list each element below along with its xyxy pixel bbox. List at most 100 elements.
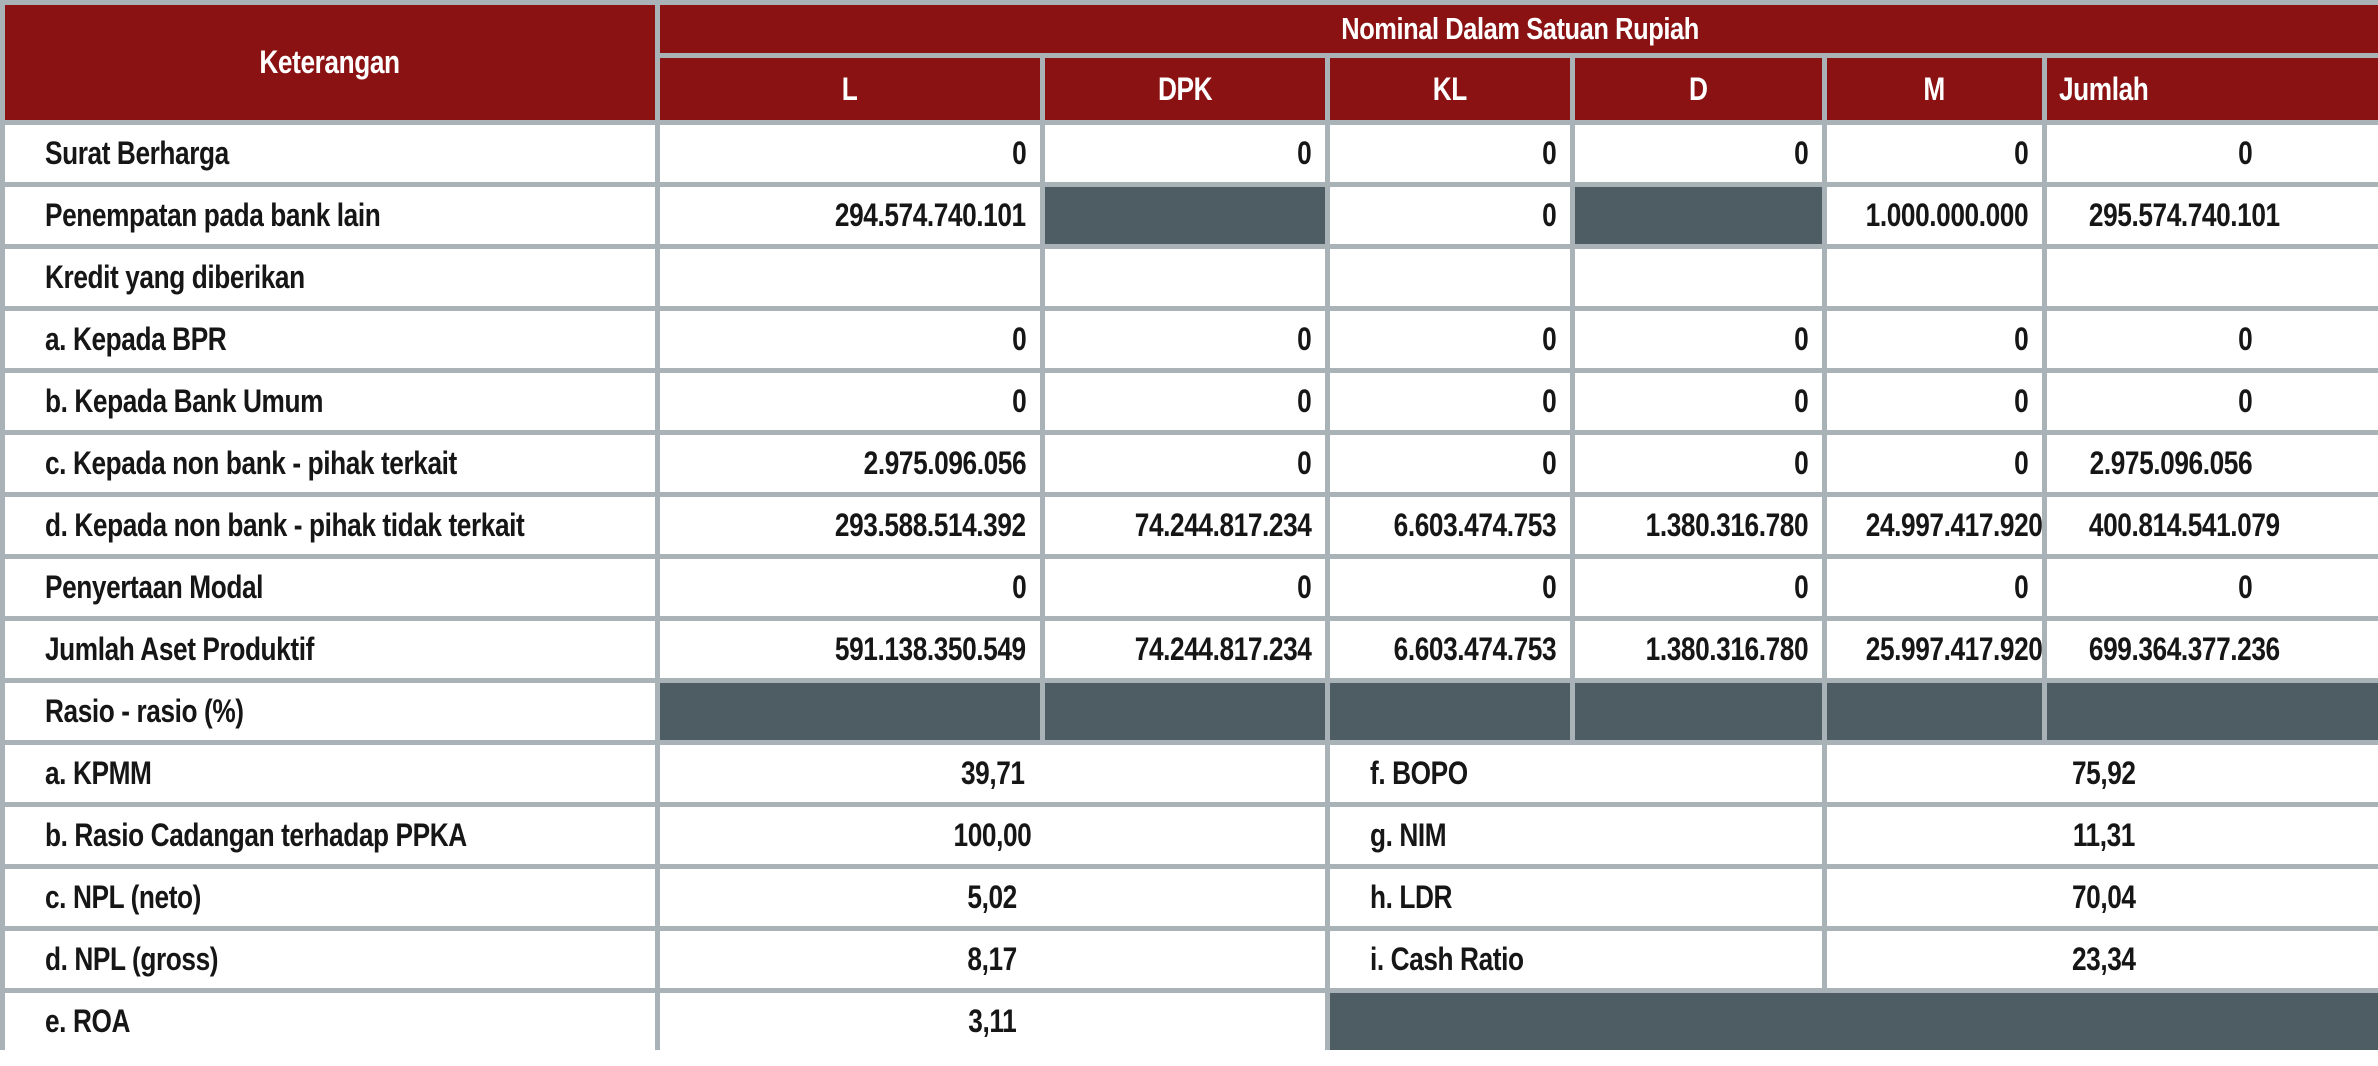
label-cell: Jumlah Aset Produktif	[0, 616, 660, 683]
header-col-kl: KL	[1325, 53, 1575, 125]
value-cell: 0	[1325, 306, 1575, 373]
value-cell: 293.588.514.392	[655, 492, 1045, 559]
label-cell: a. Kepada BPR	[0, 306, 660, 373]
value-cell: 0	[1040, 368, 1330, 435]
value-cell: 0	[1822, 120, 2047, 187]
value-cell: 0	[1040, 120, 1330, 187]
table-row: Surat Berharga 0 0 0 0 0 0	[0, 120, 2378, 187]
value-cell: 0	[2041, 554, 2378, 621]
ratio-row: c. NPL (neto) 5,02 h. LDR 70,04	[0, 864, 2378, 931]
value-cell: 0	[1325, 430, 1575, 497]
ratio-value-cell: 8,17	[655, 926, 1330, 993]
ratio-value-cell: 3,11	[655, 988, 1330, 1050]
value-cell: 0	[1040, 306, 1330, 373]
value-cell: 74.244.817.234	[1040, 492, 1330, 559]
value-cell: 0	[1822, 368, 2047, 435]
value-cell: 0	[655, 368, 1045, 435]
value-cell: 74.244.817.234	[1040, 616, 1330, 683]
ratio-value-cell: 5,02	[655, 864, 1330, 931]
value-cell: 0	[1325, 182, 1575, 249]
label-cell: Kredit yang diberikan	[0, 244, 660, 311]
value-cell: 0	[1822, 554, 2047, 621]
header-row-columns: L DPK KL D M Jumlah	[3, 53, 2378, 125]
table-row: a. Kepada BPR 0 0 0 0 0 0	[0, 306, 2378, 373]
value-cell	[2041, 244, 2378, 311]
header-col-jumlah: Jumlah	[2041, 53, 2378, 125]
label-cell: Penempatan pada bank lain	[0, 182, 660, 249]
ratio-value-cell: 39,71	[655, 740, 1330, 807]
shaded-cell	[1570, 678, 1827, 745]
value-cell: 0	[2041, 120, 2378, 187]
table-row: Kredit yang diberikan	[0, 244, 2378, 311]
value-cell	[655, 244, 1045, 311]
value-cell: 1.380.316.780	[1570, 492, 1827, 559]
label-cell: a. KPMM	[0, 740, 660, 807]
value-cell: 591.138.350.549	[655, 616, 1045, 683]
value-cell: 24.997.417.920	[1822, 492, 2047, 559]
value-cell: 6.603.474.753	[1325, 616, 1575, 683]
value-cell	[1325, 244, 1575, 311]
shaded-cell	[1325, 678, 1575, 745]
value-cell: 0	[2041, 368, 2378, 435]
value-cell: 0	[1570, 306, 1827, 373]
ratio-row: e. ROA 3,11	[0, 988, 2378, 1050]
value-cell: 2.975.096.056	[2041, 430, 2378, 497]
label-cell: Penyertaan Modal	[0, 554, 660, 621]
label-cell: f. BOPO	[1325, 740, 1827, 807]
ratio-row: a. KPMM 39,71 f. BOPO 75,92	[0, 740, 2378, 807]
value-cell	[1822, 244, 2047, 311]
header-col-d: D	[1570, 53, 1827, 125]
label-cell: Rasio - rasio (%)	[0, 678, 660, 745]
value-cell: 295.574.740.101	[2041, 182, 2378, 249]
table-row: Jumlah Aset Produktif 591.138.350.549 74…	[0, 616, 2378, 683]
value-cell: 0	[1040, 554, 1330, 621]
table-row: d. Kepada non bank - pihak tidak terkait…	[0, 492, 2378, 559]
value-cell: 400.814.541.079	[2041, 492, 2378, 559]
shaded-cell	[655, 678, 1045, 745]
shaded-cell	[2041, 678, 2378, 745]
shaded-cell	[1570, 182, 1827, 249]
label-cell: d. Kepada non bank - pihak tidak terkait	[0, 492, 660, 559]
value-cell	[1570, 244, 1827, 311]
value-cell: 0	[1822, 306, 2047, 373]
header-col-l: L	[655, 53, 1045, 125]
value-cell: 1.000.000.000	[1822, 182, 2047, 249]
table-row: Penyertaan Modal 0 0 0 0 0 0	[0, 554, 2378, 621]
label-cell: c. NPL (neto)	[0, 864, 660, 931]
value-cell: 0	[1325, 120, 1575, 187]
value-cell: 0	[1570, 554, 1827, 621]
value-cell: 699.364.377.236	[2041, 616, 2378, 683]
header-group-title: Nominal Dalam Satuan Rupiah	[654, 0, 2378, 58]
value-cell: 0	[655, 120, 1045, 187]
table-row: b. Kepada Bank Umum 0 0 0 0 0 0	[0, 368, 2378, 435]
label-cell: i. Cash Ratio	[1325, 926, 1827, 993]
header-col-m: M	[1822, 53, 2047, 125]
value-cell: 0	[1325, 554, 1575, 621]
value-cell: 0	[1325, 368, 1575, 435]
value-cell: 0	[1040, 430, 1330, 497]
table-row: Penempatan pada bank lain 294.574.740.10…	[0, 182, 2378, 249]
table-row: c. Kepada non bank - pihak terkait 2.975…	[0, 430, 2378, 497]
value-cell: 0	[655, 306, 1045, 373]
ratio-value-cell: 100,00	[655, 802, 1330, 869]
label-cell: c. Kepada non bank - pihak terkait	[0, 430, 660, 497]
ratio-value-cell: 75,92	[1821, 740, 2378, 807]
value-cell: 294.574.740.101	[655, 182, 1045, 249]
shaded-cell	[1324, 988, 2378, 1050]
label-cell: d. NPL (gross)	[0, 926, 660, 993]
shaded-cell	[1822, 678, 2047, 745]
ratio-row: b. Rasio Cadangan terhadap PPKA 100,00 g…	[0, 802, 2378, 869]
ratio-value-cell: 70,04	[1821, 864, 2378, 931]
header-col-dpk: DPK	[1040, 53, 1330, 125]
value-cell: 0	[1822, 430, 2047, 497]
label-cell: h. LDR	[1325, 864, 1827, 931]
label-cell: Surat Berharga	[0, 120, 660, 187]
value-cell: 2.975.096.056	[655, 430, 1045, 497]
header-row-group: Keterangan Nominal Dalam Satuan Rupiah	[0, 0, 2378, 125]
label-cell: b. Rasio Cadangan terhadap PPKA	[0, 802, 660, 869]
value-cell: 6.603.474.753	[1325, 492, 1575, 559]
value-cell	[1040, 244, 1330, 311]
value-cell: 0	[655, 554, 1045, 621]
ratio-header-row: Rasio - rasio (%)	[0, 678, 2378, 745]
